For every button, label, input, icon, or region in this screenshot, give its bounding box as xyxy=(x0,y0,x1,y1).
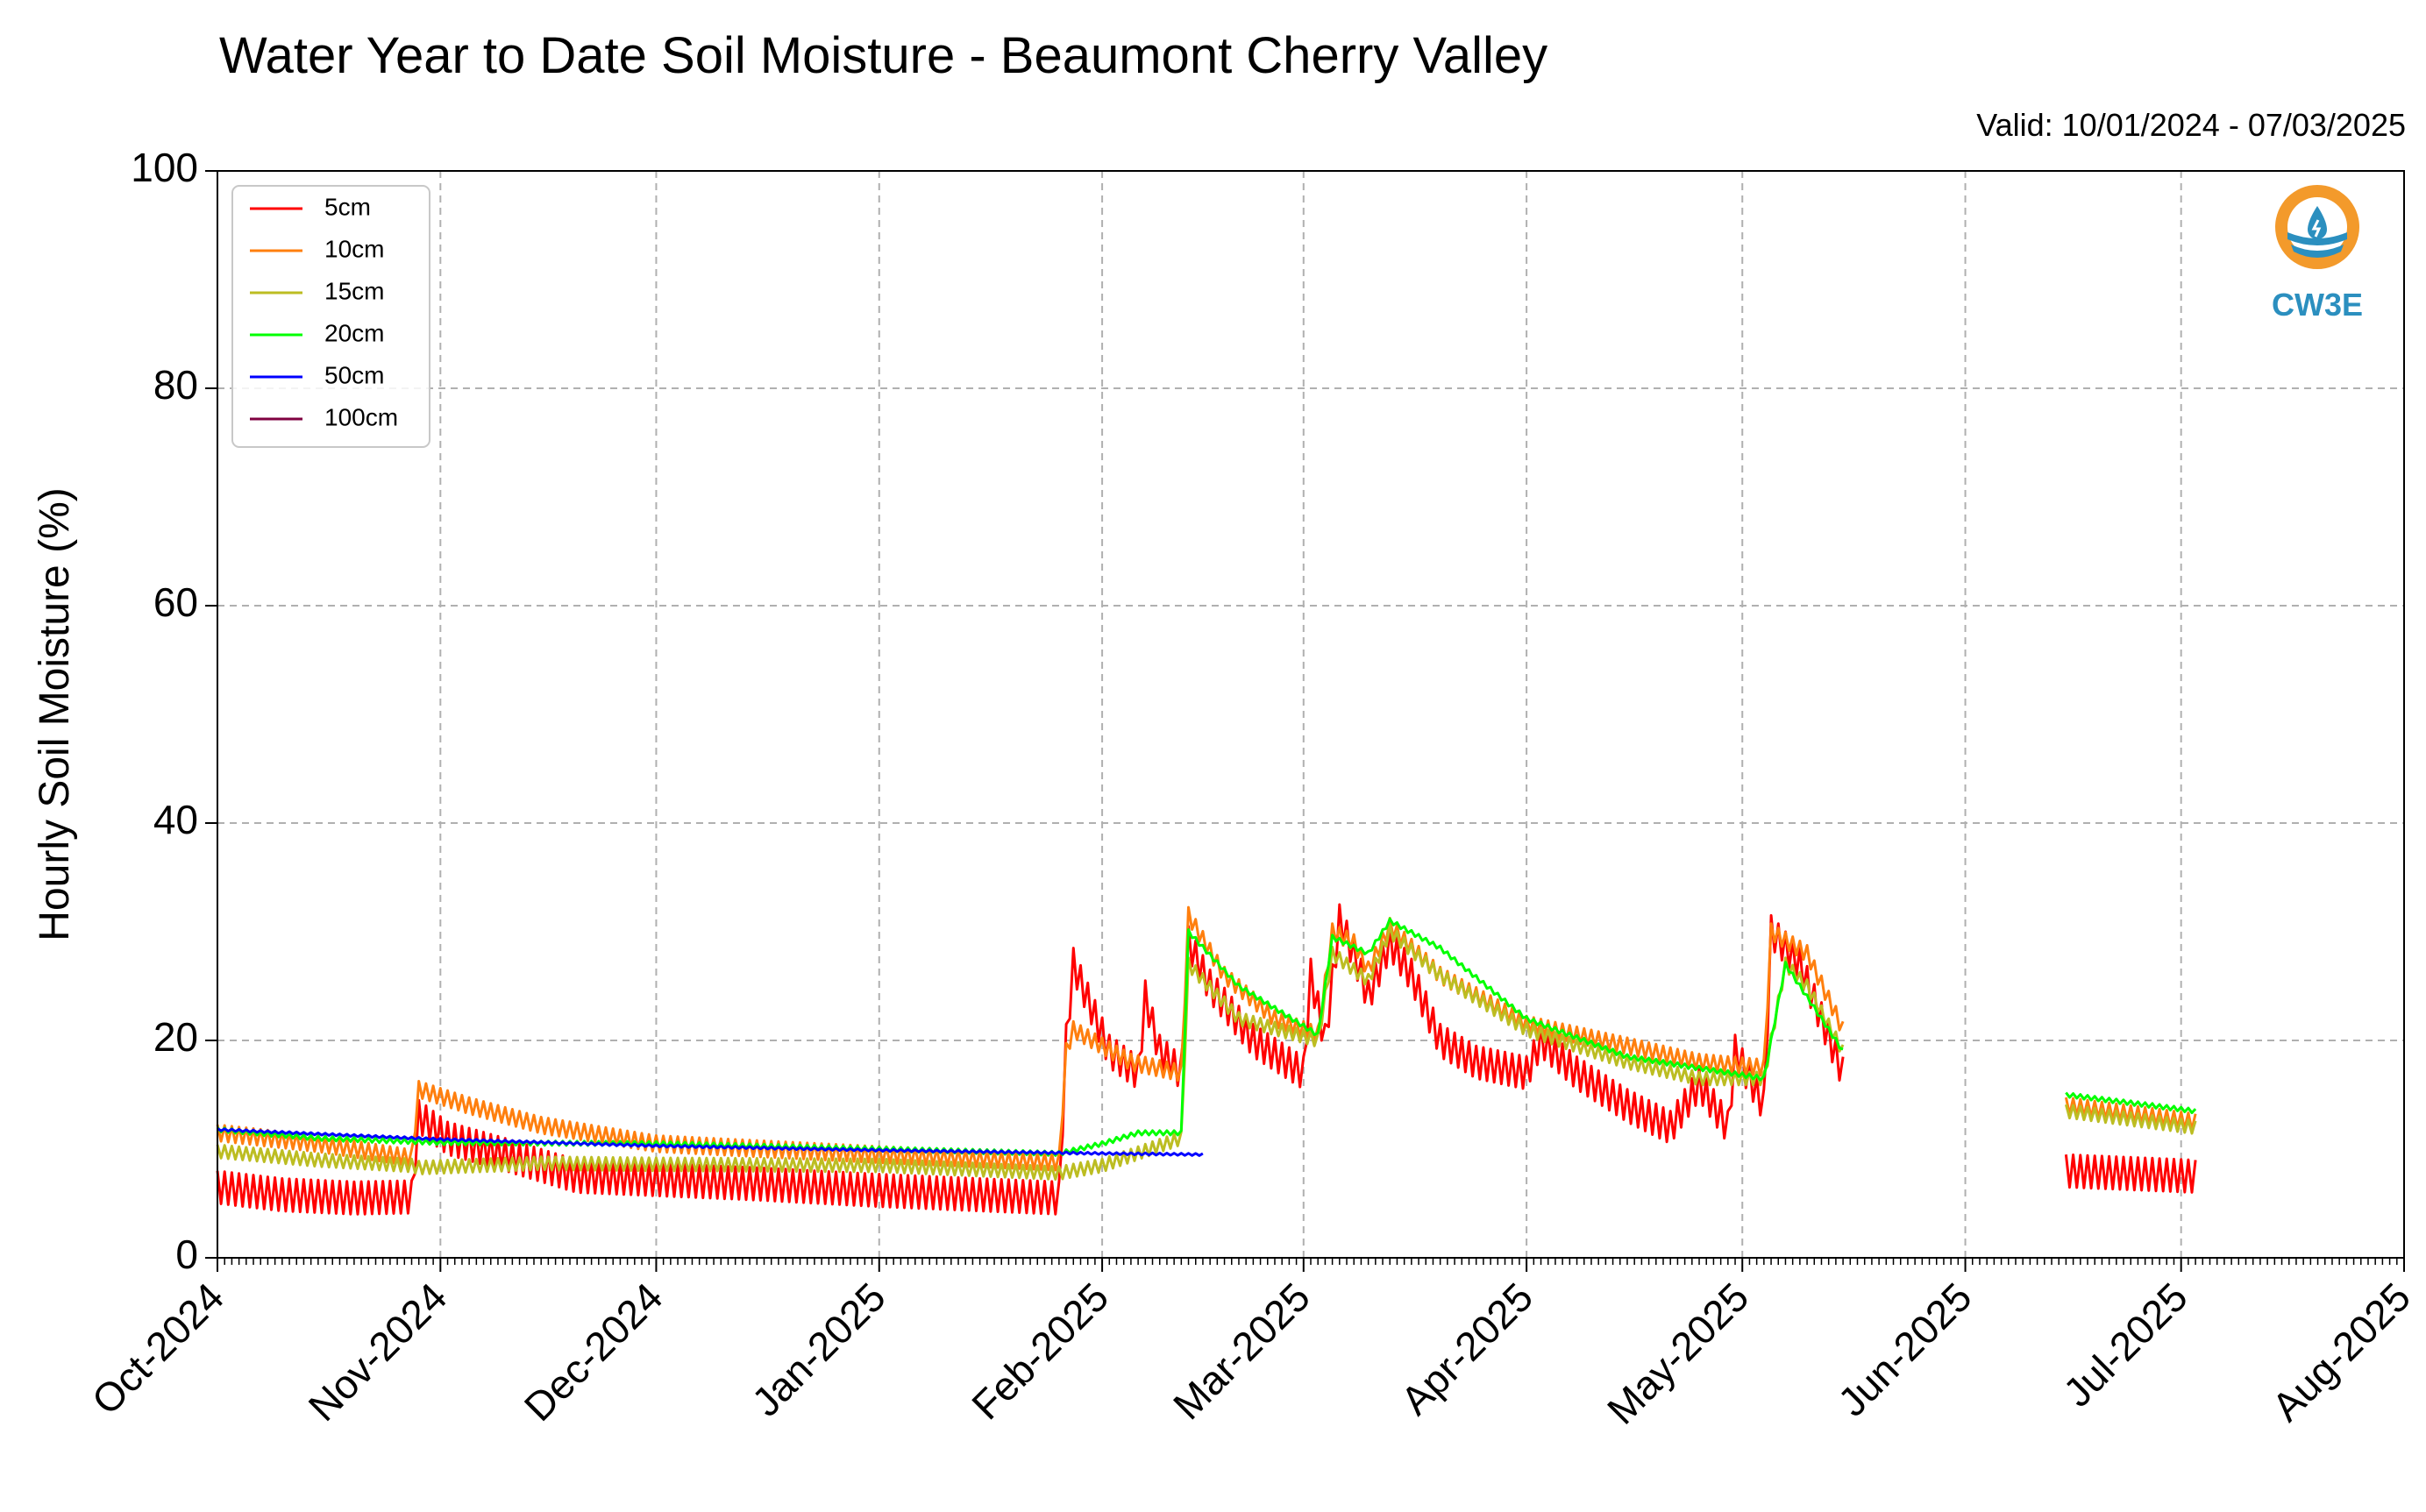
x-tick-label: Jun-2025 xyxy=(1829,1274,1980,1424)
y-tick-label: 0 xyxy=(175,1232,198,1277)
series-lines xyxy=(216,903,2197,1216)
water-drop-logo-icon xyxy=(2275,185,2359,269)
plot-frame xyxy=(217,170,2405,1259)
series-line-15cm xyxy=(2064,1104,2197,1135)
series-line-5cm xyxy=(2064,1154,2197,1194)
series-line-15cm xyxy=(216,924,1845,1181)
y-tick-label: 80 xyxy=(153,362,198,408)
chart-subtitle: Valid: 10/01/2024 - 07/03/2025 xyxy=(1976,107,2406,143)
legend-label-100cm: 100cm xyxy=(324,403,398,430)
legend-label-10cm: 10cm xyxy=(324,235,384,262)
legend-label-50cm: 50cm xyxy=(324,361,384,388)
legend-label-5cm: 5cm xyxy=(324,193,371,220)
cw3e-logo: CW3E xyxy=(2252,181,2383,330)
legend-label-15cm: 15cm xyxy=(324,277,384,304)
x-tick-label: Jul-2025 xyxy=(2054,1274,2196,1416)
series-line-5cm xyxy=(216,903,1845,1216)
y-tick-label: 40 xyxy=(153,797,198,842)
logo-text: CW3E xyxy=(2271,287,2363,323)
y-tick-label: 60 xyxy=(153,579,198,625)
x-tick-label: Mar-2025 xyxy=(1164,1274,1319,1428)
series-line-10cm xyxy=(2064,1097,2197,1132)
x-tick-label: Oct-2024 xyxy=(83,1274,233,1423)
x-tick-label: Feb-2025 xyxy=(963,1274,1117,1428)
series-line-50cm xyxy=(217,1127,1204,1157)
y-axis-label: Hourly Soil Moisture (%) xyxy=(32,487,78,941)
x-tick-label: Aug-2025 xyxy=(2263,1274,2419,1430)
axes: 0 20 40 60 80 100 Oct-2024 Nov-2024 Dec-2024 Jan-… xyxy=(83,145,2420,1433)
y-tick-label: 20 xyxy=(153,1014,198,1060)
grid-lines xyxy=(217,171,2404,1258)
x-tick-label: Dec-2024 xyxy=(516,1274,672,1430)
x-tick-label: Jan-2025 xyxy=(743,1274,893,1424)
series-line-20cm xyxy=(2065,1091,2197,1115)
x-tick-label: May-2025 xyxy=(1598,1274,1757,1432)
legend-label-20cm: 20cm xyxy=(324,319,384,346)
y-tick-label: 100 xyxy=(131,145,198,190)
x-tick-label: Apr-2025 xyxy=(1392,1274,1542,1423)
x-tick-label: Nov-2024 xyxy=(300,1274,456,1430)
legend: 5cm 10cm 15cm 20cm 50cm 100cm xyxy=(231,185,430,448)
chart-title: Water Year to Date Soil Moisture - Beaum… xyxy=(219,27,1548,84)
